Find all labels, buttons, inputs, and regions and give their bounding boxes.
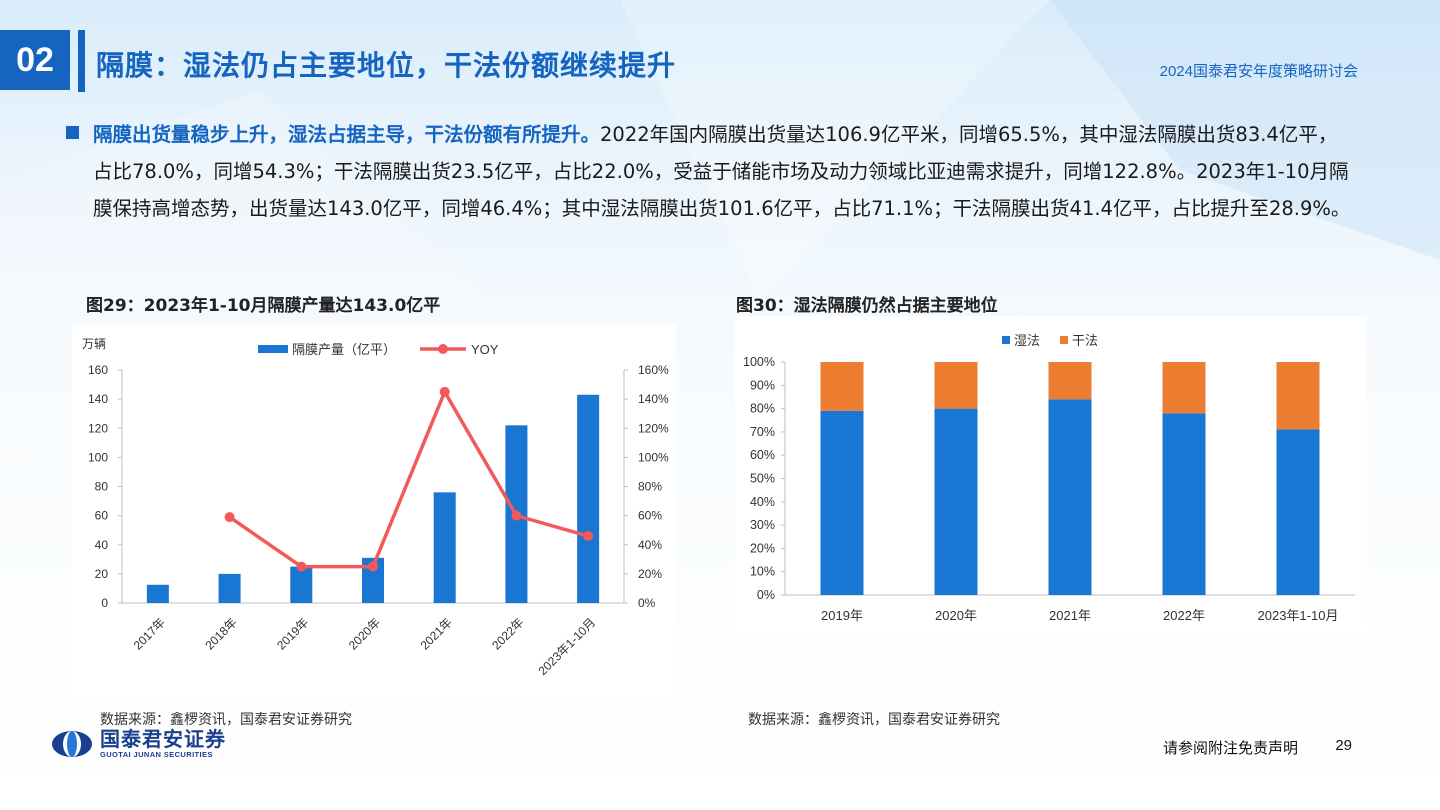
page-title: 隔膜：湿法仍占主要地位，干法份额继续提升 [96,49,677,82]
disclaimer-link[interactable]: 请参阅附注免责声明 [1162,739,1298,757]
chart-left-ytick-right: 0% [638,596,656,610]
chart-right-bar-wet [1162,413,1206,595]
chart-right-legend-wet-label: 湿法 [1014,333,1040,348]
chart-right-legend-dry-swatch [1060,336,1068,344]
chart-right-xtick: 2019年 [821,608,863,623]
chart-right-ytick: 80% [750,402,775,416]
chart-left-ytick-right: 80% [638,480,662,494]
chart-right-bar-dry [1048,362,1092,400]
chart-left-ytick-right: 100% [638,450,669,464]
chart-left-ytick-left: 80 [95,480,109,494]
chart-left-panel: 万辆 0 20 40 60 80 100 120 140 160 0% 20% 40% 60% 80% 100… [72,324,676,696]
chart-left-yoy-line [228,390,589,569]
chart-right-ytick: 40% [750,495,775,509]
chart-left-yoy-point [511,510,522,521]
chart-left-source: 数据来源：鑫椤资讯，国泰君安证券研究 [100,712,352,728]
bullet-body: 2022年国内隔膜出货量达106.9亿平米，同增65.5%，其中湿法隔膜出货83… [93,123,1351,220]
chart-left-ytick-left: 40 [95,538,109,552]
logo-chinese-name: 国泰君安证券 [100,727,226,751]
bullet-square-icon [66,126,79,139]
chart-left-ytick-left: 160 [88,363,108,377]
summary-bullet: 隔膜出货量稳步上升，湿法占据主导，干法份额有所提升。2022年国内隔膜出货量达1… [66,116,1356,227]
chart-right-bar-wet [934,408,978,595]
bullet-lead: 隔膜出货量稳步上升，湿法占据主导，干法份额有所提升。 [93,123,601,146]
chart-left-unit-label: 万辆 [82,337,106,351]
bullet-text: 隔膜出货量稳步上升，湿法占据主导，干法份额有所提升。2022年国内隔膜出货量达1… [66,116,1356,227]
chart-left-heading: 图29：2023年1-10月隔膜产量达143.0亿平 [86,296,441,316]
chart-left-yoy-point [583,531,594,542]
chart-right-ytick: 60% [750,448,775,462]
chart-right-legend-wet-swatch [1002,336,1010,344]
chart-left-xtick: 2017年 [131,615,168,652]
chart-left-xtick: 2023年1-10月 [536,615,599,678]
chart-right-bar-wet [1276,429,1320,595]
chart-left-svg: 万辆 0 20 40 60 80 100 120 140 160 0% 20% 40% 60% 80% 100… [82,337,669,678]
page-number: 29 [1335,737,1352,754]
chart-right-bar-wet [820,410,864,595]
chart-left-bar [362,557,384,603]
chart-right-ytick: 20% [750,541,775,555]
chart-right-heading: 图30：湿法隔膜仍然占据主要地位 [736,296,998,316]
event-name: 2024国泰君安年度策略研讨会 [1159,63,1358,80]
chart-left-ytick-right: 160% [638,363,669,377]
chart-left-xtick: 2020年 [346,615,383,652]
chart-right-ytick: 90% [750,378,775,392]
chart-left-bar [433,492,456,603]
title-accent-bar [78,30,85,92]
chart-right-bar-dry [934,362,978,409]
chart-right-ytick: 30% [750,518,775,532]
chart-right-source: 数据来源：鑫椤资讯，国泰君安证券研究 [748,712,1000,728]
logo-english-name: GUOTAI JUNAN SECURITIES [100,750,213,759]
chart-left-legend-bar-label: 隔膜产量（亿平） [292,342,396,357]
chart-left-ytick-right: 140% [638,392,669,406]
chart-left-ytick-left: 140 [88,392,108,406]
chart-left-bar [218,573,241,603]
chart-left-yoy-point [368,561,378,572]
chart-right-ytick: 10% [750,565,775,579]
chart-right-ytick: 0% [757,588,775,602]
chart-left-bar [146,584,169,603]
chart-left-xtick: 2018年 [202,615,239,652]
chart-right-panel: 0% 10% 20% 30% 40% 50% 60% 70% 80% 90% 100% 2019年 20… [735,316,1367,636]
chart-left-legend-line-marker [438,344,448,354]
chart-right-ytick: 70% [750,425,775,439]
chart-left-ytick-right: 40% [638,538,662,552]
chart-right-legend-dry-label: 干法 [1072,333,1098,348]
chart-left-bar [290,566,313,603]
chart-left-xtick: 2021年 [418,615,455,652]
chart-left-yoy-point [224,512,235,523]
company-logo-icon [52,730,92,757]
chart-right-xtick: 2021年 [1049,608,1091,623]
chart-left-ytick-right: 60% [638,509,662,523]
chart-left-xtick: 2022年 [489,615,526,652]
section-number: 02 [0,30,70,90]
chart-left-legend-bar-swatch [258,345,288,353]
chart-left-ytick-left: 60 [95,509,109,523]
chart-right-bar-dry [820,362,864,411]
chart-left-ytick-right: 20% [638,567,662,581]
chart-left-bar [577,394,600,603]
chart-right-bar-dry [1162,362,1206,414]
chart-left-ytick-right: 120% [638,421,669,435]
company-logo: 国泰君安证券 GUOTAI JUNAN SECURITIES [50,728,226,759]
chart-right-ytick: 50% [750,472,775,486]
chart-right-xtick: 2020年 [935,608,977,623]
chart-left-xtick: 2019年 [274,615,311,652]
chart-right-xtick: 2022年 [1163,608,1205,623]
chart-left-yoy-point [296,561,307,572]
chart-left-legend-line-label: YOY [471,342,499,357]
chart-left-ytick-left: 120 [88,421,108,435]
chart-right-xtick: 2023年1-10月 [1258,608,1339,623]
chart-right-bar-dry [1276,362,1320,430]
chart-left-ytick-left: 20 [95,567,109,581]
chart-right-ytick: 100% [743,355,775,369]
chart-right-bar-wet [1048,399,1092,595]
chart-left-ytick-left: 100 [88,450,108,464]
chart-left-yoy-point [439,386,450,397]
chart-right-svg: 0% 10% 20% 30% 40% 50% 60% 70% 80% 90% 100% 2019年 20… [743,333,1355,623]
chart-left-ytick-left: 0 [101,596,108,610]
